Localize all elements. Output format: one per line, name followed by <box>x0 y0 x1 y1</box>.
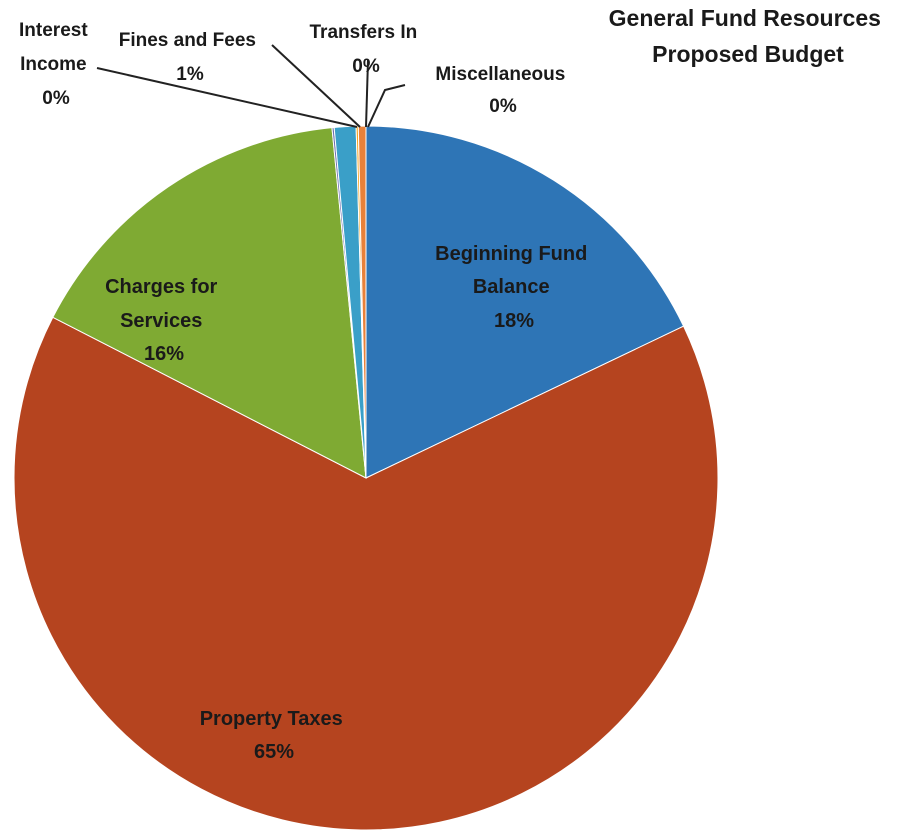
label-interest-income: Interest Income 0% <box>19 20 93 109</box>
label-property-taxes: Property Taxes 65% <box>200 708 349 763</box>
label-beginning-fund-balance: Beginning Fund Balance 18% <box>435 243 593 332</box>
label-beginning-fund-balance-line-2: Balance <box>473 276 550 298</box>
leader-line-interest-income <box>96 67 358 128</box>
chart-title: General Fund Resources Proposed Budget <box>609 5 888 67</box>
pie-slice-property-taxes <box>13 316 719 831</box>
label-fines-and-fees: Fines and Fees 1% <box>119 30 262 85</box>
label-charges-for-services-line-1: Charges for <box>105 276 217 298</box>
label-transfers-in-value: 0% <box>352 56 380 77</box>
label-interest-income-line-2: Income <box>20 54 87 75</box>
label-interest-income-value: 0% <box>42 88 70 109</box>
label-fines-and-fees-value: 1% <box>176 64 204 85</box>
label-transfers-in-name: Transfers In <box>310 22 418 43</box>
label-charges-for-services-line-2: Services <box>120 310 202 332</box>
label-property-taxes-value: 65% <box>254 741 294 763</box>
label-property-taxes-name: Property Taxes <box>200 708 343 730</box>
chart-title-line-2: Proposed Budget <box>652 41 844 67</box>
label-interest-income-line-1: Interest <box>19 20 88 41</box>
leader-line-transfers-in <box>365 59 369 128</box>
label-beginning-fund-balance-value: 18% <box>494 310 534 332</box>
label-charges-for-services: Charges for Services 16% <box>105 276 223 365</box>
label-fines-and-fees-name: Fines and Fees <box>119 30 256 51</box>
label-miscellaneous-name: Miscellaneous <box>435 64 565 85</box>
label-transfers-in: Transfers In 0% <box>310 22 423 77</box>
chart-title-line-1: General Fund Resources <box>609 5 881 31</box>
label-charges-for-services-value: 16% <box>144 343 184 365</box>
pie-slices <box>13 125 719 831</box>
label-beginning-fund-balance-line-1: Beginning Fund <box>435 243 587 265</box>
label-miscellaneous-value: 0% <box>489 96 517 117</box>
leader-lines <box>96 44 406 128</box>
label-miscellaneous: Miscellaneous 0% <box>435 64 570 117</box>
leader-line-fines-and-fees <box>271 44 361 128</box>
leader-line-miscellaneous <box>367 84 406 128</box>
pie-slice-beginning-fund-balance <box>365 125 685 479</box>
pie-slice-charges-for-services <box>52 127 367 479</box>
